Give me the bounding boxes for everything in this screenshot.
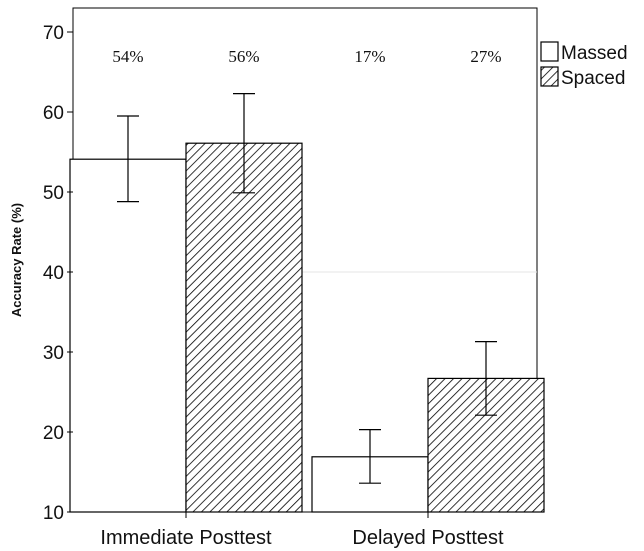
y-tick-label-40: 40 [43,263,64,284]
y-tick-label-60: 60 [43,103,64,124]
y-axis-label: Accuracy Rate (%) [9,203,24,317]
error-bars [117,92,497,484]
category-label-0: Immediate Posttest [100,527,272,549]
data-label-massed-1: 17% [354,47,385,66]
data-label-spaced-1: 27% [470,47,501,66]
legend-swatch-massed [540,41,559,62]
data-labels: 54% 56% 17% 27% [112,47,501,66]
y-tick-label-30: 30 [43,343,64,364]
y-tick-label-50: 50 [43,183,64,204]
bar-massed-immediate [69,158,187,513]
data-label-spaced-0: 56% [228,47,259,66]
bar-spaced-immediate [185,142,303,513]
legend-swatch-spaced [540,66,559,87]
bars [69,142,545,513]
data-label-massed-0: 54% [112,47,143,66]
legend: Massed Spaced [540,41,628,89]
category-label-1: Delayed Posttest [352,527,504,549]
y-tick-label-20: 20 [43,423,64,444]
y-tick-label-10: 10 [43,503,64,524]
y-tick-label-70: 70 [43,23,64,44]
legend-label-spaced: Spaced [561,68,625,89]
legend-label-massed: Massed [561,43,628,64]
axes: Immediate Posttest Delayed Posttest 10 20 30… [9,23,504,549]
